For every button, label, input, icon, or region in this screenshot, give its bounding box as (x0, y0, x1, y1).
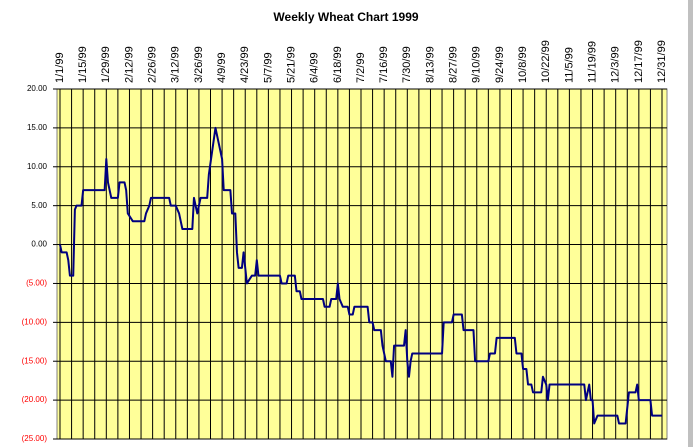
window-edge (688, 0, 693, 447)
x-tick-label: 2/26/99 (147, 46, 159, 83)
x-tick-label: 1/15/99 (77, 46, 89, 83)
x-tick-label: 6/18/99 (332, 46, 344, 83)
x-tick-label: 7/2/99 (355, 52, 367, 83)
x-tick-label: 6/4/99 (309, 52, 321, 83)
y-tick-label: 5.00 (31, 201, 47, 210)
x-tick-label: 12/17/99 (633, 40, 645, 83)
x-tick-label: 7/30/99 (401, 46, 413, 83)
x-tick-label: 4/9/99 (216, 52, 228, 83)
y-tick-label: (25.00) (22, 434, 48, 443)
plot-area (56, 88, 668, 440)
x-tick-label: 3/12/99 (170, 46, 182, 83)
x-tick-label: 3/26/99 (193, 46, 205, 83)
x-tick-label: 10/8/99 (517, 46, 529, 83)
x-tick-label: 11/19/99 (586, 41, 598, 83)
x-tick-label: 4/23/99 (239, 46, 251, 83)
x-tick-label: 11/5/99 (563, 47, 575, 83)
x-tick-label: 9/24/99 (494, 46, 506, 83)
x-tick-label: 8/27/99 (448, 46, 460, 83)
y-tick-label: (15.00) (22, 356, 48, 365)
x-tick-label: 1/29/99 (100, 46, 112, 83)
y-tick-label: (10.00) (22, 317, 48, 326)
chart-title: Weekly Wheat Chart 1999 (273, 10, 418, 24)
y-tick-label: (20.00) (22, 395, 48, 404)
data-line (59, 126, 662, 425)
x-tick-label: 1/1/99 (54, 52, 66, 83)
y-tick-label: 0.00 (31, 240, 47, 249)
x-tick-label: 5/21/99 (285, 46, 297, 83)
y-tick-label: 10.00 (27, 162, 48, 171)
y-tick-label: 20.00 (27, 84, 48, 93)
x-tick-label: 2/12/99 (123, 46, 135, 83)
x-tick-label: 12/3/99 (610, 46, 622, 83)
x-tick-label: 10/22/99 (540, 40, 552, 83)
x-tick-label: 8/13/99 (424, 46, 436, 83)
y-tick-label: 15.00 (27, 123, 48, 132)
x-tick-label: 9/10/99 (471, 46, 483, 83)
x-tick-label: 5/7/99 (262, 52, 274, 83)
y-tick-label: (5.00) (26, 279, 47, 288)
x-tick-label: 12/31/99 (656, 40, 668, 83)
x-tick-label: 7/16/99 (378, 46, 390, 83)
